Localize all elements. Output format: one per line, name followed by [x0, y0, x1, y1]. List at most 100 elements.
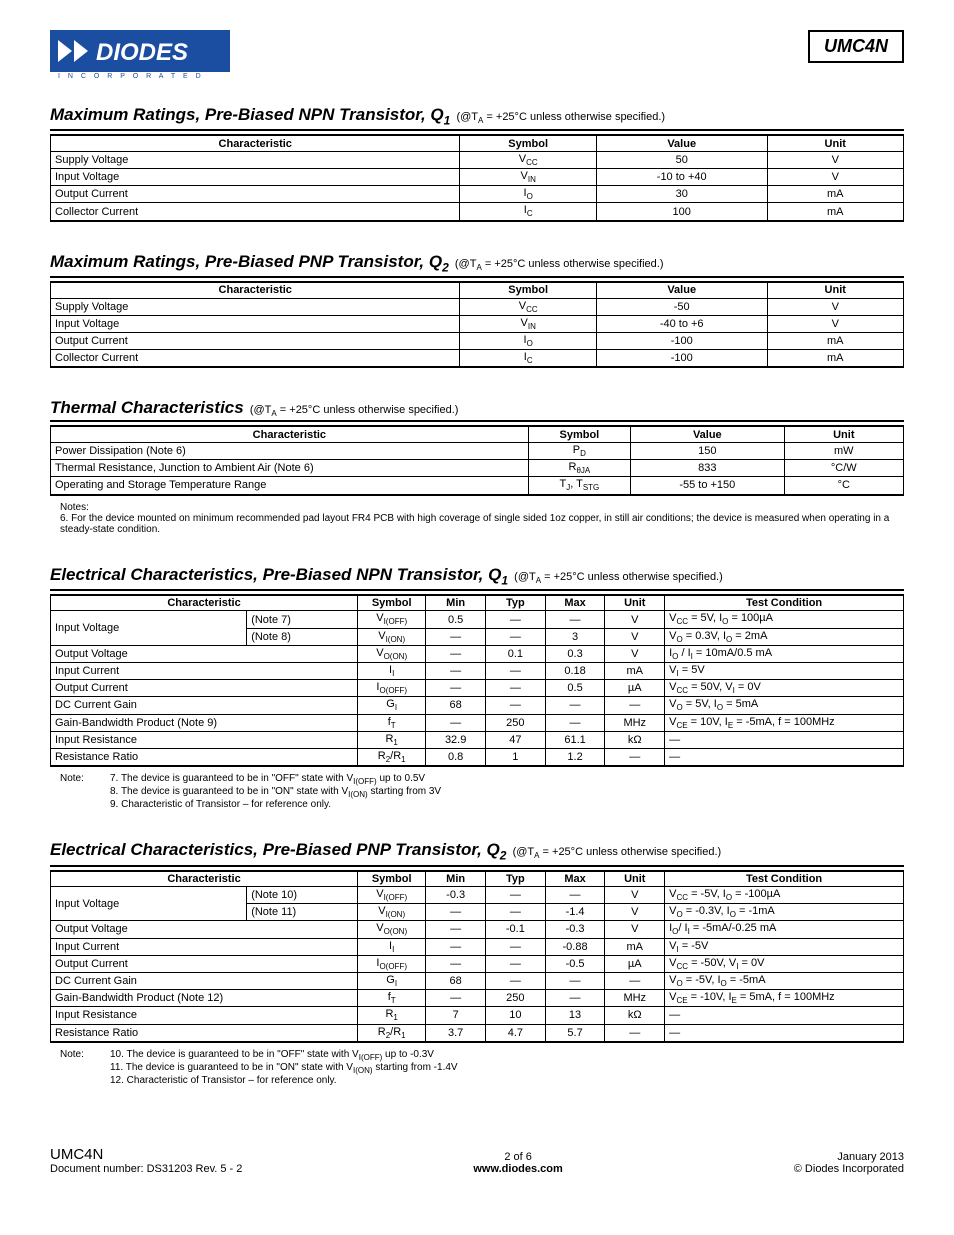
cell-characteristic: DC Current Gain [51, 697, 358, 714]
cell-symbol: R2/R1 [358, 1024, 426, 1042]
cell-characteristic: Gain-Bandwidth Product (Note 12) [51, 990, 358, 1007]
cell-characteristic: Input Voltage [51, 315, 460, 332]
cell-unit: — [605, 1024, 665, 1042]
cell-unit: V [605, 628, 665, 645]
footer-part-number: UMC4N [50, 1146, 242, 1163]
cell-symbol: VI(ON) [358, 628, 426, 645]
cell-unit: mA [605, 938, 665, 955]
cell-unit: µA [605, 955, 665, 972]
cell-min: -0.3 [426, 887, 486, 904]
cell-min: — [426, 680, 486, 697]
table-row: Output CurrentIO(OFF)——-0.5µAVCC = -50V,… [51, 955, 904, 972]
col-header: Symbol [460, 135, 596, 151]
notes-block: Note:10. The device is guaranteed to be … [60, 1049, 904, 1086]
cell-min: 68 [426, 697, 486, 714]
cell-symbol: IO [460, 332, 596, 349]
col-header: Characteristic [51, 595, 358, 611]
cell-min: — [426, 645, 486, 662]
cell-symbol: GI [358, 972, 426, 989]
section-heading: Maximum Ratings, Pre-Biased NPN Transist… [50, 105, 904, 131]
note-line: 6. For the device mounted on minimum rec… [60, 513, 904, 535]
cell-value: -50 [596, 298, 767, 315]
cell-typ: 250 [486, 990, 546, 1007]
cell-max: — [545, 697, 605, 714]
footer-copyright: © Diodes Incorporated [794, 1163, 904, 1175]
cell-value: -10 to +40 [596, 169, 767, 186]
section-title: Thermal Characteristics [50, 398, 244, 417]
cell-characteristic: Gain-Bandwidth Product (Note 9) [51, 714, 358, 731]
data-table: CharacteristicSymbolMinTypMaxUnitTest Co… [50, 594, 904, 767]
data-table: CharacteristicSymbolValueUnitPower Dissi… [50, 425, 904, 495]
table-row: Output VoltageVO(ON)—0.10.3VIO / II = 10… [51, 645, 904, 662]
cell-min: — [426, 955, 486, 972]
col-header: Characteristic [51, 871, 358, 887]
cell-test-condition: IO/ II = -5mA/-0.25 mA [665, 921, 904, 938]
cell-typ: — [486, 662, 546, 679]
cell-characteristic: Operating and Storage Temperature Range [51, 477, 529, 495]
logo-text-top: DIODES [96, 39, 188, 66]
col-header: Value [596, 282, 767, 298]
cell-unit: V [605, 645, 665, 662]
col-header: Unit [767, 135, 904, 151]
cell-characteristic: DC Current Gain [51, 972, 358, 989]
cell-typ: — [486, 904, 546, 921]
cell-unit: — [605, 748, 665, 766]
col-header: Characteristic [51, 282, 460, 298]
cell-max: 1.2 [545, 748, 605, 766]
section-electrical-q2: Electrical Characteristics, Pre-Biased P… [50, 840, 904, 1086]
col-header: Characteristic [51, 135, 460, 151]
cell-unit: mA [605, 662, 665, 679]
cell-characteristic: Power Dissipation (Note 6) [51, 442, 529, 459]
cell-unit: V [767, 298, 904, 315]
cell-typ: 250 [486, 714, 546, 731]
cell-test-condition: VI = -5V [665, 938, 904, 955]
section-title: Electrical Characteristics, Pre-Biased P… [50, 840, 506, 859]
notes-label: Note: [60, 773, 110, 784]
cell-test-condition: VCC = 5V, IO = 100µA [665, 611, 904, 628]
table-row: Input VoltageVIN-40 to +6V [51, 315, 904, 332]
col-header: Min [426, 871, 486, 887]
table-row: Thermal Resistance, Junction to Ambient … [51, 460, 904, 477]
cell-typ: 4.7 [486, 1024, 546, 1042]
cell-characteristic: Input Current [51, 938, 358, 955]
part-number-box: UMC4N [808, 30, 904, 63]
data-table: CharacteristicSymbolValueUnitSupply Volt… [50, 134, 904, 221]
cell-max: 61.1 [545, 731, 605, 748]
cell-typ: — [486, 697, 546, 714]
cell-max: — [545, 611, 605, 628]
cell-max: 5.7 [545, 1024, 605, 1042]
table-row: Input VoltageVIN-10 to +40V [51, 169, 904, 186]
cell-value: 50 [596, 151, 767, 168]
section-condition: (@TA = +25°C unless otherwise specified.… [456, 111, 665, 123]
section-title: Electrical Characteristics, Pre-Biased N… [50, 565, 508, 584]
note-line: 7. The device is guaranteed to be in "OF… [110, 773, 441, 786]
cell-max: — [545, 887, 605, 904]
cell-max: — [545, 714, 605, 731]
cell-max: -0.5 [545, 955, 605, 972]
col-header: Symbol [358, 871, 426, 887]
cell-symbol: VO(ON) [358, 921, 426, 938]
cell-characteristic: Supply Voltage [51, 298, 460, 315]
notes-label: Notes: [60, 502, 110, 513]
col-header: Max [545, 595, 605, 611]
section-heading: Electrical Characteristics, Pre-Biased P… [50, 840, 904, 866]
table-row: Output VoltageVO(ON)—-0.1-0.3VIO/ II = -… [51, 921, 904, 938]
cell-characteristic: Output Current [51, 955, 358, 972]
cell-max: — [545, 972, 605, 989]
cell-characteristic: Output Current [51, 332, 460, 349]
section-heading: Thermal Characteristics (@TA = +25°C unl… [50, 398, 904, 422]
cell-typ: — [486, 611, 546, 628]
table-row: Input CurrentII——-0.88mAVI = -5V [51, 938, 904, 955]
cell-test-condition: — [665, 1024, 904, 1042]
cell-symbol: VI(OFF) [358, 611, 426, 628]
cell-max: — [545, 990, 605, 1007]
cell-typ: — [486, 938, 546, 955]
col-header: Characteristic [51, 426, 529, 442]
page-header: DIODES I N C O R P O R A T E D UMC4N [50, 30, 904, 80]
cell-unit: MHz [605, 714, 665, 731]
footer-url: www.diodes.com [473, 1163, 562, 1175]
cell-symbol: VI(ON) [358, 904, 426, 921]
table-row: Input Voltage(Note 10)VI(OFF)-0.3——VVCC … [51, 887, 904, 904]
cell-unit: mA [767, 332, 904, 349]
col-header: Symbol [358, 595, 426, 611]
